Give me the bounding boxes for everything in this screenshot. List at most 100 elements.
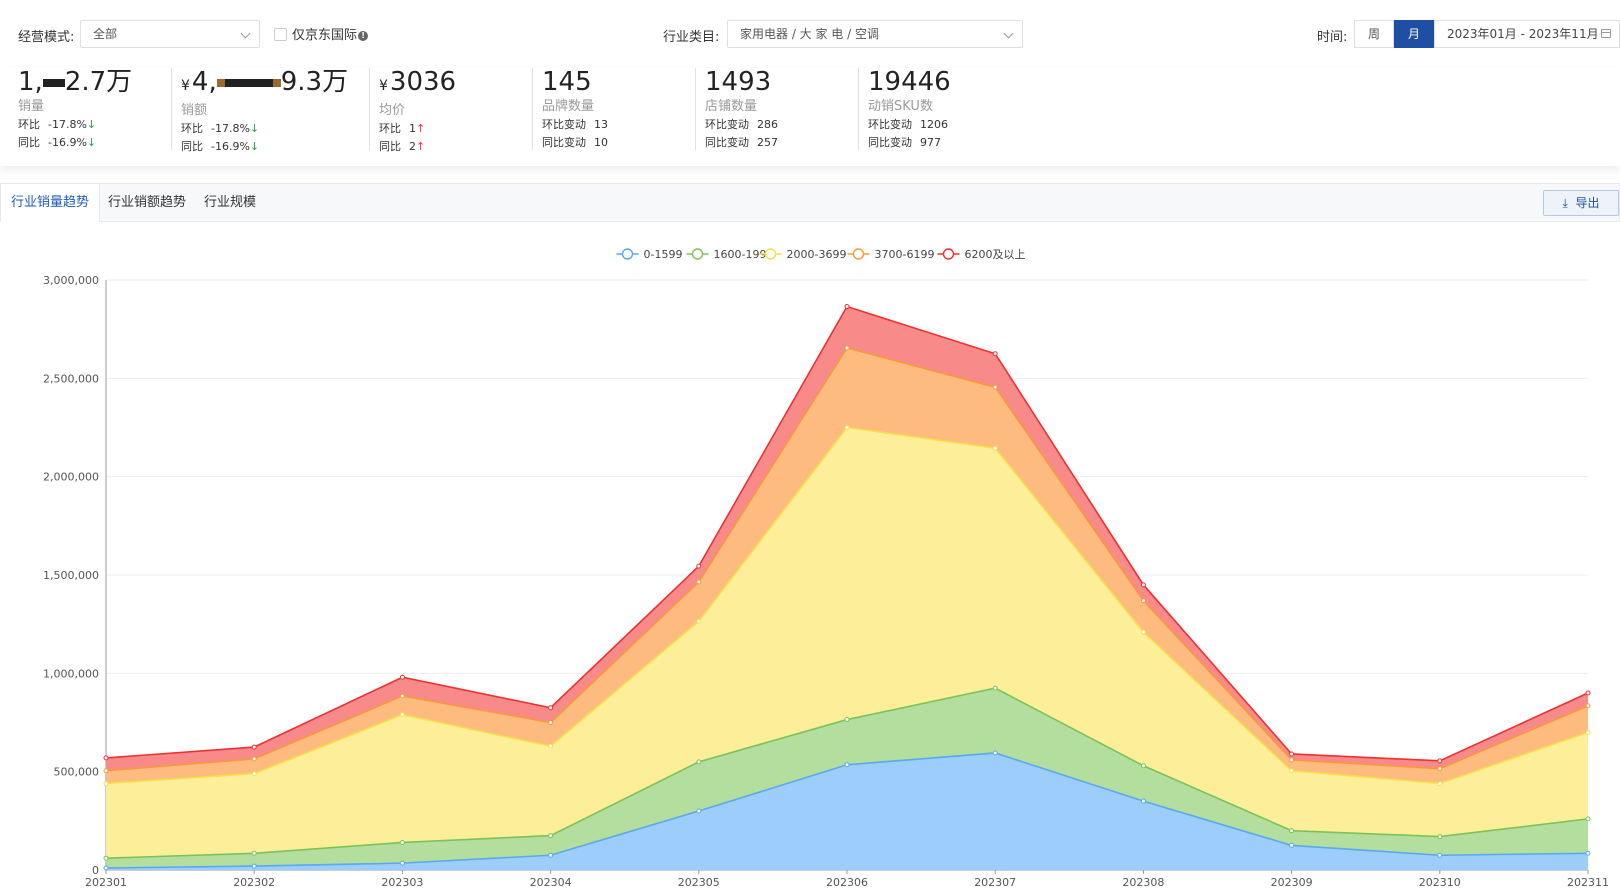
mode-label: 经营模式: [18,30,75,45]
data-point [251,771,257,777]
date-range-picker[interactable]: 2023年01月 - 2023年11月 [1434,20,1620,48]
data-point [103,768,109,774]
data-point [251,744,257,750]
tab-sales-amount-trend[interactable]: 行业销额趋势 [108,195,187,210]
category-select[interactable]: 家用电器 / 大 家 电 / 空调 [727,20,1023,48]
x-tick-label: 202301 [85,876,127,889]
metric-yoy: 同比变动 10 [542,134,608,152]
area-0-1599 [106,752,1588,870]
info-icon[interactable]: ! [358,31,369,41]
data-point [399,712,405,718]
x-tick-label: 202310 [1419,876,1461,889]
metric-mom: 环比变动 286 [705,116,778,134]
metric-value-suffix: 9.3万 [280,67,349,97]
mode-select[interactable]: 全部 [80,20,260,48]
metric-value-prefix: 4, [191,67,217,97]
metric-mom: 环比变动 1206 [868,116,951,134]
x-tick-label: 202307 [974,876,1016,889]
data-point [696,579,702,585]
metric-yoy: 同比变动 977 [868,134,951,152]
metric-mom-value: -17.8% [48,118,87,131]
metric-mom-label: 环比变动 [542,118,586,131]
legend-label: 6200及以上 [965,248,1026,261]
metric-sales-volume: 1, 2.7万 销量 环比 -17.8%↓ 同比 -16.9%↓ [18,68,132,150]
data-point [844,304,850,310]
metric-mom-value: 13 [594,118,608,131]
date-range-value: 2023年01月 - 2023年11月 [1447,27,1599,41]
currency-symbol: ¥ [379,78,388,94]
metric-avg-price: ¥3036 均价 环比 1↑ 同比 2↑ [369,67,457,153]
period-week-button[interactable]: 周 [1354,20,1394,48]
y-tick-label: 0 [92,864,99,877]
arrow-down-icon: ↓ [249,140,260,153]
jd-intl-label-text: 仅京东国际 [292,28,358,43]
data-point [399,860,405,866]
data-point [1140,582,1146,588]
jd-intl-checkbox[interactable] [274,28,287,41]
data-point [844,345,850,351]
calendar-icon [1601,29,1611,38]
category-label: 行业类目: [663,30,720,45]
data-point [1140,598,1146,604]
download-icon: ⤓ [1562,196,1568,210]
y-tick-label: 500,000 [54,766,100,779]
metric-value: 1, 2.7万 [18,68,132,96]
data-point [1585,690,1591,696]
legend-marker [621,248,634,260]
period-month-button[interactable]: 月 [1394,20,1434,48]
data-point [696,808,702,814]
metric-value: 145 [542,67,592,97]
data-point [1585,850,1591,856]
metric-yoy-value: -16.9% [211,140,250,153]
metric-yoy-label: 同比 [379,140,401,153]
x-tick-label: 202308 [1122,876,1164,889]
redaction-mark [272,78,281,87]
data-point [992,384,998,390]
metric-yoy: 同比变动 257 [705,134,778,152]
data-point [1585,729,1591,735]
divider [858,68,859,150]
data-point [696,759,702,765]
metric-yoy-value: 977 [920,136,941,149]
divider [695,68,696,150]
y-tick-label: 2,500,000 [43,372,99,385]
metric-label: 销额 [181,103,208,118]
legend-marker [852,248,865,260]
data-point [844,717,850,723]
data-point [548,720,554,725]
area-2000-3699 [106,427,1588,859]
metric-yoy-label: 同比 [181,140,203,153]
legend-marker [691,248,704,260]
legend-label: 2000-3699 [787,248,847,261]
metric-mom-label: 环比 [18,118,40,131]
metric-mom-value: 1 [409,122,416,135]
jd-intl-label[interactable]: 仅京东国际! [292,24,369,43]
metric-mom: 环比变动 13 [542,116,608,134]
data-point [1437,780,1443,786]
data-point [548,743,554,749]
metric-yoy-label: 同比 [18,136,40,149]
redaction-mark [216,78,225,87]
x-tick-label: 202309 [1271,876,1313,889]
export-button[interactable]: ⤓ 导出 [1543,190,1619,216]
x-tick-label: 202303 [381,876,423,889]
data-point [844,762,850,768]
time-label: 时间: [1317,30,1348,45]
metric-sales-amount: ¥4, 9.3万 销额 环比 -17.8%↓ 同比 -16.9%↓ [171,67,349,153]
chevron-down-icon [1003,28,1014,39]
data-point [1585,703,1591,709]
data-point [1437,758,1443,764]
tab-sales-volume-trend[interactable]: 行业销量趋势 [1,184,101,222]
metric-mom-label: 环比 [181,122,203,135]
redaction-mark [42,78,65,87]
metric-value-number: 3036 [389,67,457,97]
metric-shop-count: 1493 店铺数量 环比变动 286 同比变动 257 [695,68,778,152]
chevron-down-icon [240,28,251,39]
legend-label: 1600-1999 [714,248,774,261]
data-point [992,351,998,357]
tab-industry-scale[interactable]: 行业规模 [204,195,257,210]
legend-marker [942,248,955,260]
data-point [1585,816,1591,822]
data-point [251,850,257,856]
metric-brand-count: 145 品牌数量 环比变动 13 同比变动 10 [532,67,608,152]
